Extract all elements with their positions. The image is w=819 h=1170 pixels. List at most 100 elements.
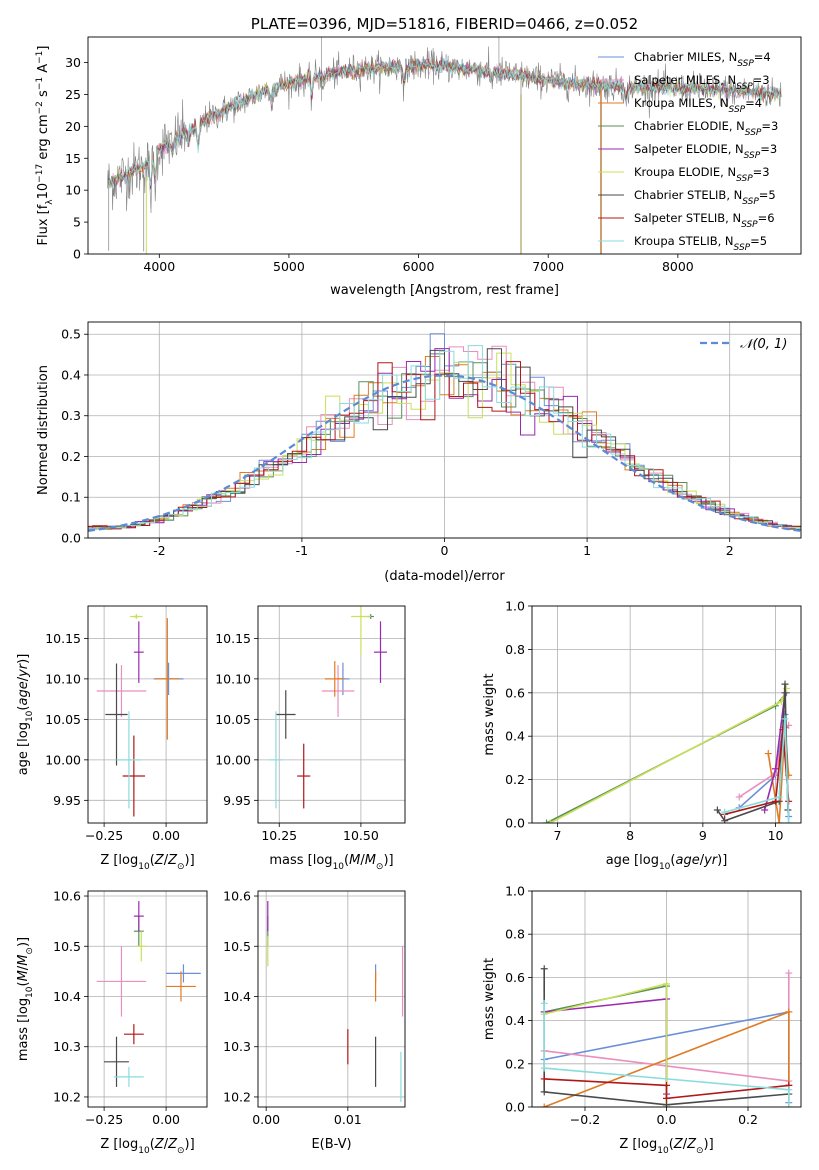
x-axis-label-part: Z [167, 1137, 178, 1152]
errorbar-point [133, 621, 144, 683]
errorbar-point [324, 661, 345, 697]
y-tick-label: 30 [65, 55, 81, 70]
axes-frame [87, 36, 802, 255]
legend-entry-part: =3 [753, 73, 770, 87]
weight-marker [785, 1086, 793, 1094]
legend-entry: 𝒩(0, 1) [740, 337, 787, 352]
weight-marker [663, 1094, 670, 1102]
errorbar-point [136, 931, 147, 962]
errorbar-point [154, 618, 180, 740]
weight-series-line [546, 692, 788, 823]
normal-reference-curve [88, 374, 801, 532]
legend-entry-part: =3 [753, 165, 770, 179]
y-tick-label: 10.2 [53, 1089, 81, 1104]
legend-entry-part: SSP [741, 220, 758, 230]
spectrum-model-line [107, 57, 782, 190]
mass-vs-EBV-panel: 0.00 0.01 10.2 10.3 10.4 10.5 10.6 E(B-V) [223, 889, 406, 1152]
legend-entry-part: Kroupa STELIB, N [634, 234, 734, 248]
legend-entry-part: Chabrier STELIB, N [634, 188, 742, 202]
x-axis-label: Z [log10(Z/Z⊙)] [619, 1137, 713, 1156]
y-tick-label: 10.3 [223, 1039, 251, 1054]
errorbar-point [297, 743, 311, 809]
x-axis-label: Z [log10(Z/Z⊙)] [100, 1137, 194, 1156]
x-axis-label-part: 10 [333, 862, 345, 872]
y-axis-label-part: )] [16, 654, 31, 664]
legend-entry-part: =3 [760, 142, 777, 156]
legend-entry-part: SSP [736, 174, 753, 184]
errorbar-point [321, 665, 355, 717]
y-tick-label: 0.6 [505, 685, 525, 700]
y-axis-label-part: −1 [35, 51, 45, 64]
x-axis-label: Z [log10(Z/Z⊙)] [100, 853, 194, 872]
legend-entry: Salpeter ELODIE, NSSP=3 [634, 142, 777, 161]
weight-marker [540, 965, 548, 973]
x-tick-label: 10.50 [343, 828, 379, 843]
legend-entry: Chabrier STELIB, NSSP=5 [634, 188, 776, 207]
legend-entry-part: =4 [754, 50, 771, 64]
legend-entry-part: =3 [761, 119, 778, 133]
weight-marker [540, 1103, 548, 1107]
legend-entry: Chabrier MILES, NSSP=4 [634, 50, 771, 69]
axes-frame [531, 605, 802, 824]
errorbar-point [123, 1024, 144, 1045]
y-tick-label: 10.05 [215, 712, 251, 727]
y-tick-label: 10 [65, 183, 81, 198]
y-axis-label: mass weight [482, 673, 497, 755]
y-axis-label: Normed distribution [36, 365, 51, 495]
weight-marker [772, 765, 780, 773]
x-tick-label: 0.2 [738, 1112, 758, 1127]
weight-lines [540, 965, 793, 1107]
x-axis-label: age [log10(age/yr)] [606, 853, 728, 872]
y-axis-label-part: / [16, 676, 31, 681]
x-tick-label: −0.2 [570, 1112, 600, 1127]
y-tick-label: 0.0 [61, 531, 81, 546]
legend-entry-part: =6 [758, 211, 775, 225]
weight-marker [785, 819, 793, 823]
errorbar-point [351, 606, 371, 655]
histogram-series [88, 345, 801, 529]
weight-marker [713, 806, 721, 814]
x-tick-label: 8000 [662, 259, 694, 274]
y-tick-label: 0.0 [505, 1100, 525, 1115]
spectrum-lines [107, 37, 782, 254]
errorbar-point [269, 711, 283, 809]
weight-marker [761, 806, 769, 814]
weight-marker [785, 969, 793, 977]
weight-series-line [724, 718, 790, 823]
x-tick-label: −0.25 [85, 1112, 123, 1127]
y-tick-label: 0.8 [505, 927, 525, 942]
y-axis-label-part: ( [16, 981, 31, 986]
weight-marker [663, 1081, 670, 1089]
x-tick-label: −0.25 [85, 828, 123, 843]
x-tick-label: 0.0 [657, 1112, 677, 1127]
y-axis-label-part: 10 [25, 710, 35, 722]
y-tick-label: 10.10 [45, 671, 81, 686]
y-axis-label-part: A [36, 64, 51, 77]
y-tick-label: 10.2 [223, 1089, 251, 1104]
y-axis-label-part: age [log [16, 722, 31, 775]
x-axis-label-part: ( [669, 1137, 674, 1152]
x-axis-label-part: / [164, 1137, 169, 1152]
x-tick-label: 0 [441, 543, 449, 558]
errorbars [269, 606, 388, 809]
legend-entry-part: SSP [742, 197, 759, 207]
y-axis-label-part: mass [log [16, 998, 31, 1061]
y-tick-label: 25 [65, 87, 81, 102]
weight-marker [764, 750, 772, 758]
x-axis-label-part: Z [673, 1137, 684, 1152]
legend-entry-part: Chabrier MILES, N [634, 50, 737, 64]
legend-entry-part: =4 [745, 96, 762, 110]
weight-series-line [544, 985, 668, 1107]
x-axis-label-part: / [683, 1137, 688, 1152]
y-tick-label: 1.0 [505, 884, 525, 899]
legend-entry-part: Chabrier ELODIE, N [634, 119, 745, 133]
mass-weight-vs-Z-panel: −0.2 0.0 0.20.00.20.40.60.81.0Z [log10(Z/Z… [482, 884, 802, 1156]
x-tick-label: -2 [153, 543, 165, 558]
x-tick-label: 6000 [403, 259, 435, 274]
x-tick-label: 10.25 [261, 828, 297, 843]
x-axis-label-part: ⊙ [376, 862, 384, 872]
x-tick-label: 5000 [273, 259, 305, 274]
errorbar-point [105, 663, 128, 766]
weight-marker [735, 793, 743, 801]
